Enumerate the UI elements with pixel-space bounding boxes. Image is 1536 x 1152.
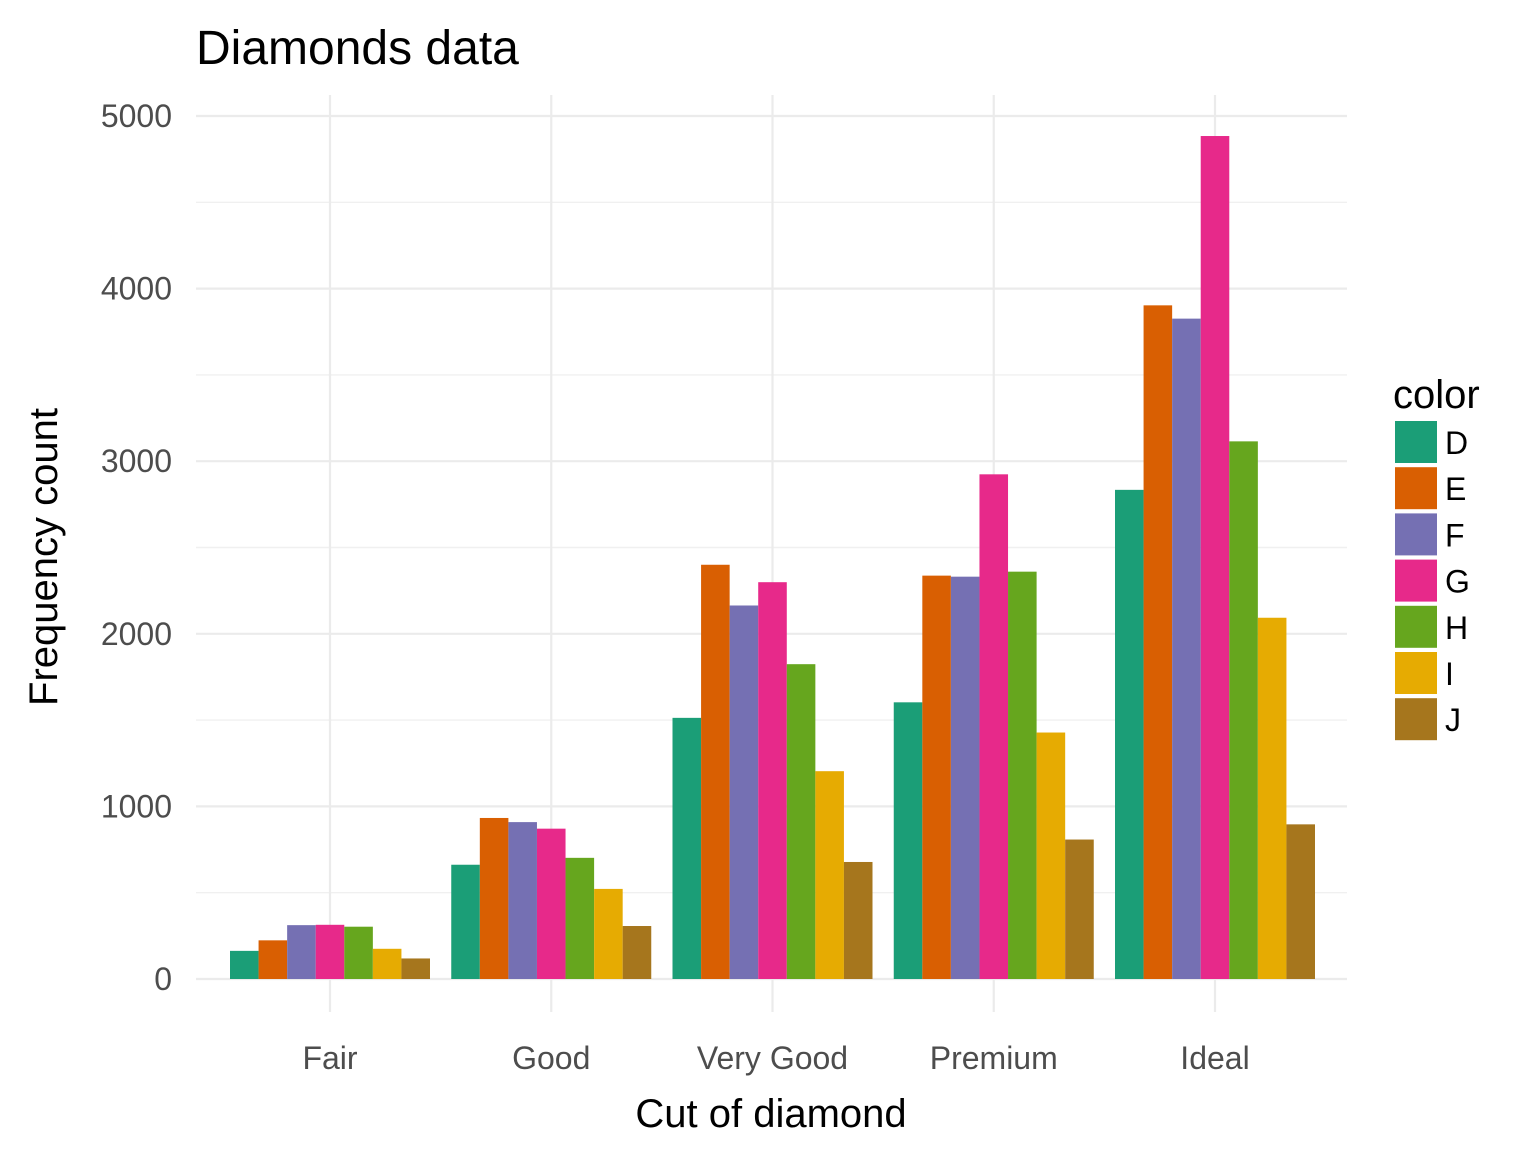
legend-label-f: F — [1445, 517, 1465, 553]
x-tick-label: Good — [512, 1040, 590, 1076]
bar-fair-j — [401, 958, 430, 979]
bar-very-good-g — [758, 582, 787, 979]
bar-ideal-e — [1143, 305, 1173, 980]
bar-premium-h — [1008, 571, 1037, 979]
bar-good-j — [622, 926, 652, 979]
x-tick-label: Premium — [930, 1040, 1058, 1076]
bar-good-g — [536, 828, 566, 979]
legend-label-j: J — [1445, 702, 1461, 738]
bar-ideal-i — [1257, 617, 1287, 979]
bar-premium-g — [979, 474, 1009, 979]
bar-premium-d — [893, 702, 923, 979]
bar-premium-e — [922, 575, 951, 979]
bar-very-good-i — [815, 771, 844, 979]
bar-very-good-j — [843, 861, 873, 979]
bar-fair-h — [344, 926, 373, 979]
legend-label-i: I — [1445, 656, 1454, 692]
legend-key-i — [1395, 652, 1437, 694]
x-tick-label: Fair — [302, 1040, 357, 1076]
bar-ideal-h — [1229, 441, 1258, 979]
bar-fair-d — [230, 950, 259, 979]
x-tick-label: Very Good — [697, 1040, 848, 1076]
y-tick-label: 2000 — [101, 616, 172, 652]
bar-very-good-e — [701, 564, 730, 979]
bar-good-e — [479, 817, 509, 979]
legend-label-h: H — [1445, 610, 1468, 646]
legend-label-e: E — [1445, 471, 1466, 507]
y-tick-label: 3000 — [101, 443, 172, 479]
x-axis-ticks: Fair Good Very Good Premium Ideal — [302, 1040, 1249, 1076]
bar-good-f — [508, 822, 537, 979]
bar-ideal-f — [1172, 318, 1201, 979]
legend-label-g: G — [1445, 564, 1470, 600]
bar-very-good-f — [729, 605, 759, 979]
bar-fair-g — [315, 924, 345, 979]
y-tick-label: 5000 — [101, 98, 172, 134]
legend-key-h — [1395, 605, 1437, 648]
bar-ideal-g — [1200, 136, 1230, 979]
y-tick-label: 4000 — [101, 271, 172, 307]
legend-key-e — [1395, 467, 1437, 510]
bar-fair-i — [372, 948, 402, 979]
chart-title: Diamonds data — [196, 22, 519, 75]
y-tick-label: 0 — [154, 961, 172, 997]
legend-label-d: D — [1445, 425, 1468, 461]
legend-key-g — [1395, 559, 1437, 602]
y-axis-ticks: 0 1000 2000 3000 4000 5000 — [101, 98, 172, 997]
bar-ideal-d — [1115, 489, 1144, 979]
y-axis-title: Frequency count — [22, 408, 66, 706]
bar-good-i — [594, 888, 623, 979]
bar-premium-i — [1036, 732, 1066, 979]
bar-good-h — [565, 857, 595, 979]
bar-premium-j — [1065, 839, 1094, 979]
legend-title: color — [1393, 373, 1480, 417]
bar-fair-e — [258, 940, 288, 979]
x-axis-title: Cut of diamond — [635, 1092, 906, 1136]
bar-fair-f — [287, 925, 316, 979]
x-tick-label: Ideal — [1180, 1040, 1249, 1076]
bar-very-good-h — [786, 664, 816, 979]
legend-key-f — [1395, 513, 1437, 556]
y-tick-label: 1000 — [101, 788, 172, 824]
bar-good-d — [451, 864, 480, 979]
bar-very-good-d — [672, 717, 702, 979]
bar-premium-f — [950, 576, 980, 979]
legend-key-d — [1395, 421, 1437, 463]
legend-key-j — [1395, 698, 1437, 741]
bars — [230, 136, 1315, 980]
bar-ideal-j — [1286, 824, 1315, 979]
